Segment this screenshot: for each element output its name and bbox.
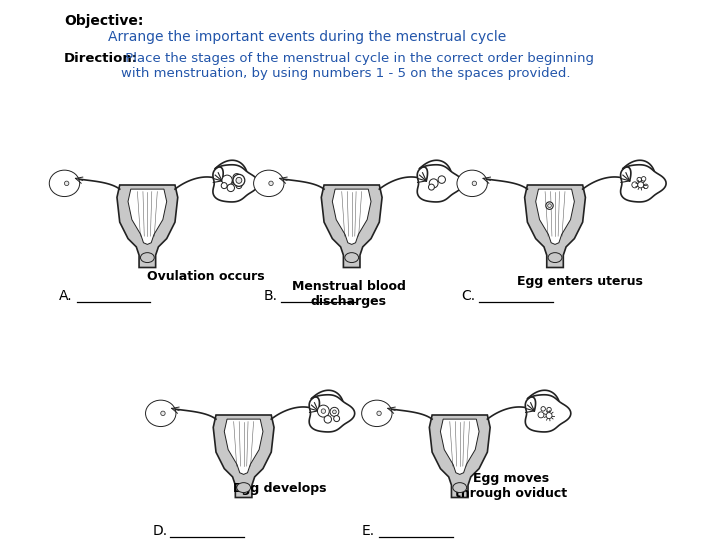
Circle shape [333, 410, 336, 414]
Text: Egg moves
through oviduct: Egg moves through oviduct [455, 472, 567, 500]
Circle shape [236, 183, 242, 188]
Polygon shape [536, 189, 574, 244]
Polygon shape [417, 165, 462, 202]
Circle shape [377, 411, 381, 415]
Circle shape [644, 184, 648, 188]
Circle shape [546, 202, 554, 210]
Circle shape [227, 184, 234, 192]
Polygon shape [224, 419, 263, 475]
Circle shape [473, 181, 477, 186]
Text: Place the stages of the menstrual cycle in the correct order beginning
with mens: Place the stages of the menstrual cycle … [121, 52, 594, 80]
Circle shape [222, 175, 232, 186]
Text: D.: D. [152, 524, 167, 538]
Polygon shape [128, 189, 166, 244]
Circle shape [642, 177, 646, 181]
Circle shape [541, 406, 546, 411]
Text: E.: E. [361, 524, 374, 538]
Circle shape [233, 174, 244, 186]
Circle shape [546, 413, 552, 419]
Polygon shape [321, 185, 382, 268]
Circle shape [637, 177, 642, 182]
Text: Menstrual blood
discharges: Menstrual blood discharges [292, 280, 406, 308]
Ellipse shape [361, 400, 392, 427]
Circle shape [232, 179, 237, 184]
Polygon shape [309, 395, 355, 432]
Circle shape [269, 181, 273, 186]
Ellipse shape [457, 170, 488, 197]
Text: Objective:: Objective: [64, 14, 143, 28]
Circle shape [637, 182, 644, 188]
Polygon shape [213, 165, 258, 202]
Text: Egg enters uterus: Egg enters uterus [517, 275, 642, 288]
Ellipse shape [254, 170, 284, 197]
Circle shape [324, 415, 331, 423]
Circle shape [333, 415, 340, 421]
Ellipse shape [141, 253, 154, 263]
Polygon shape [440, 419, 479, 475]
Polygon shape [429, 415, 490, 498]
Polygon shape [526, 395, 571, 432]
Ellipse shape [345, 253, 358, 263]
Polygon shape [213, 415, 274, 498]
Circle shape [222, 183, 227, 188]
Circle shape [548, 203, 551, 207]
Circle shape [321, 409, 326, 413]
Ellipse shape [453, 482, 467, 492]
Circle shape [429, 184, 435, 190]
Circle shape [65, 181, 69, 186]
Circle shape [547, 408, 551, 412]
Polygon shape [117, 185, 178, 268]
Circle shape [632, 182, 637, 188]
Polygon shape [333, 189, 371, 244]
Circle shape [233, 174, 240, 181]
Text: A.: A. [59, 289, 72, 303]
Circle shape [161, 411, 165, 415]
Circle shape [330, 408, 339, 416]
Text: Direction:: Direction: [64, 52, 138, 65]
Text: B.: B. [263, 289, 277, 303]
Text: Egg develops: Egg develops [233, 482, 327, 495]
Text: Arrange the important events during the menstrual cycle: Arrange the important events during the … [108, 30, 506, 44]
Polygon shape [525, 185, 585, 268]
Polygon shape [621, 165, 666, 202]
Circle shape [538, 412, 544, 418]
Text: Ovulation occurs: Ovulation occurs [148, 270, 265, 283]
Text: C.: C. [462, 289, 476, 303]
Circle shape [438, 176, 445, 183]
Ellipse shape [237, 482, 250, 492]
Circle shape [236, 177, 242, 183]
Ellipse shape [49, 170, 80, 197]
Circle shape [318, 405, 329, 417]
Ellipse shape [548, 253, 562, 263]
Circle shape [429, 179, 438, 188]
Ellipse shape [146, 400, 176, 427]
